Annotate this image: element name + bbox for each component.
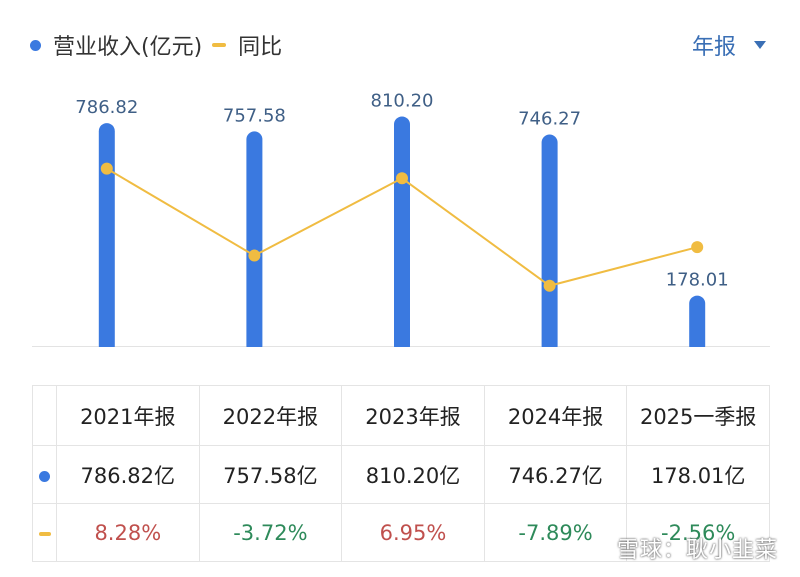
bar — [246, 131, 263, 354]
yoy-point — [543, 279, 556, 292]
table-cell: 178.01亿 — [626, 445, 770, 504]
yoy-point — [691, 241, 704, 254]
table-corner-cell — [32, 385, 57, 446]
bar-value-label: 810.20 — [371, 90, 434, 111]
table-row-yoy: 8.28% -3.72% 6.95% -7.89% -2.56% — [32, 503, 770, 562]
legend-yoy-label: 同比 — [238, 35, 283, 60]
baseline-mask — [32, 347, 770, 359]
table-row-revenue: 786.82亿 757.58亿 810.20亿 746.27亿 178.01亿 — [32, 445, 770, 504]
legend-revenue-label: 营业收入(亿元) — [53, 35, 203, 60]
caret-down-icon — [754, 41, 766, 49]
data-table: 2021年报 2022年报 2023年报 2024年报 2025一季报 786.… — [32, 385, 770, 562]
period-selector[interactable]: 年报 — [692, 30, 766, 60]
chart-legend: 营业收入(亿元) 同比 — [30, 30, 292, 60]
yoy-dash-icon — [38, 531, 51, 536]
legend-revenue-dot-icon — [30, 39, 41, 51]
table-header-cell: 2025一季报 — [626, 385, 770, 446]
legend-item-yoy[interactable]: 同比 — [212, 29, 282, 61]
table-cell: -7.89% — [483, 503, 628, 562]
revenue-chart: 786.82 757.58 810.20 746.27 178.01 — [32, 90, 770, 359]
bar — [541, 134, 558, 354]
bar — [98, 123, 115, 355]
table-cell: -2.56% — [626, 503, 770, 562]
bar-value-label: 746.27 — [518, 109, 581, 130]
table-cell: 810.20亿 — [341, 445, 485, 504]
yoy-point — [248, 249, 261, 262]
table-header-cell: 2023年报 — [341, 385, 485, 446]
table-cell: 746.27亿 — [483, 445, 628, 504]
legend-yoy-dash-icon — [212, 43, 227, 47]
table-cell: 786.82亿 — [56, 445, 200, 504]
table-header-cell: 2021年报 — [56, 385, 200, 446]
bar — [689, 295, 706, 354]
bar-value-label: 178.01 — [666, 270, 729, 291]
legend-item-revenue[interactable]: 营业收入(亿元) — [30, 29, 202, 61]
bar — [394, 116, 410, 355]
revenue-row-icon-cell — [32, 445, 57, 504]
period-selector-label: 年报 — [691, 35, 736, 60]
bar-value-label: 786.82 — [75, 97, 138, 118]
watermark: 雪球：耿小韭菜 — [616, 538, 778, 563]
table-cell: -3.72% — [198, 503, 343, 562]
table-header-row: 2021年报 2022年报 2023年报 2024年报 2025一季报 — [32, 385, 770, 446]
revenue-dot-icon — [39, 470, 50, 482]
yoy-point — [396, 172, 408, 185]
yoy-row-icon-cell — [32, 503, 57, 562]
table-cell: 757.58亿 — [198, 445, 343, 504]
yoy-point — [100, 162, 113, 175]
table-header-cell: 2024年报 — [483, 385, 628, 446]
table-cell: 8.28% — [56, 503, 200, 562]
table-header-cell: 2022年报 — [198, 385, 343, 446]
table-cell: 6.95% — [341, 503, 485, 562]
bar-value-label: 757.58 — [223, 105, 286, 126]
